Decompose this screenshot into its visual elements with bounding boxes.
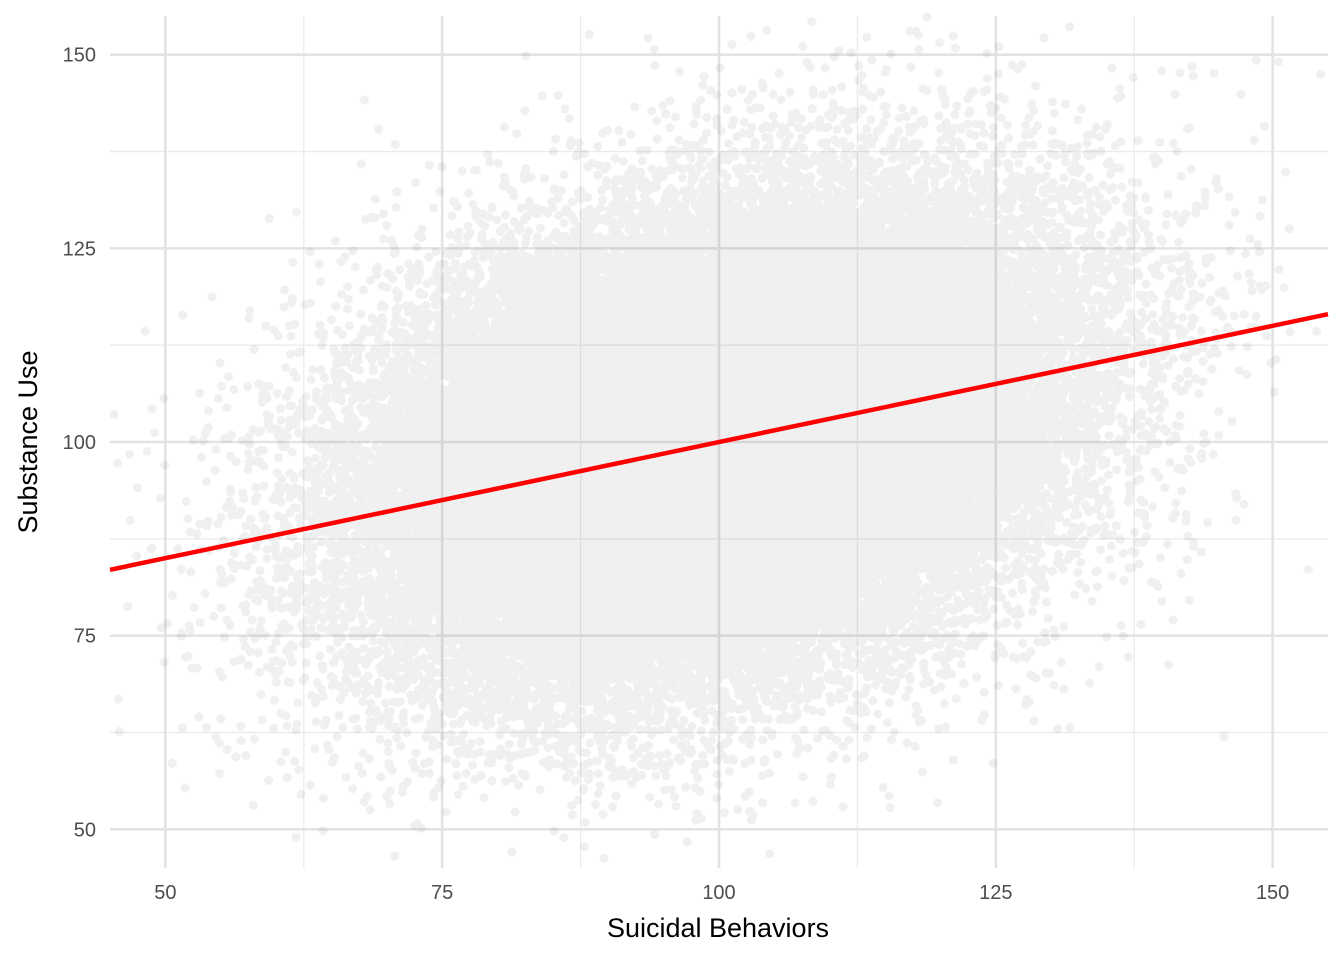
x-tick-label: 100 <box>702 882 735 904</box>
major-gridlines <box>110 16 1328 868</box>
x-tick-label: 75 <box>431 882 453 904</box>
scatter-point-cloud <box>109 12 1326 863</box>
x-axis-title: Suicidal Behaviors <box>607 913 829 943</box>
y-tick-label: 150 <box>63 45 96 67</box>
y-tick-label: 50 <box>74 819 96 841</box>
regression-line <box>109 311 1329 573</box>
regression-line-group <box>109 311 1329 573</box>
x-tick-label: 125 <box>979 882 1012 904</box>
x-axis-ticks: 50 75 100 125 150 <box>154 882 1289 904</box>
scatter-points <box>109 12 1326 863</box>
y-axis-title: Substance Use <box>13 350 43 533</box>
y-tick-label: 125 <box>63 238 96 260</box>
y-tick-label: 75 <box>74 626 96 648</box>
y-tick-label: 100 <box>63 432 96 454</box>
x-tick-label: 50 <box>154 882 176 904</box>
y-axis-ticks: 50 75 100 125 150 <box>63 45 96 842</box>
x-tick-label: 150 <box>1256 882 1289 904</box>
